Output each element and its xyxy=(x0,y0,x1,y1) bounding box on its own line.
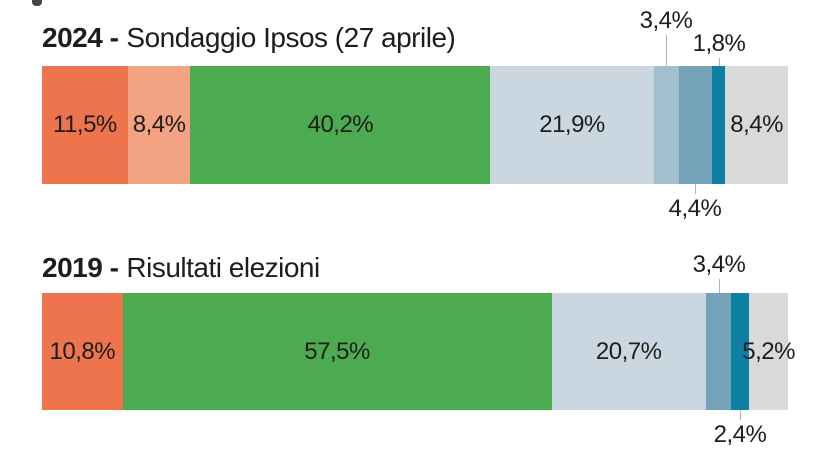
bar-segment: 10,8% xyxy=(42,293,123,410)
bar-segment: 40,2% xyxy=(190,66,491,184)
bar-segment xyxy=(705,293,732,410)
leader-line xyxy=(695,184,696,194)
callout-value-label: 2,4% xyxy=(713,421,767,448)
leader-line xyxy=(740,410,741,420)
bar-segment xyxy=(679,66,712,184)
segment-value-label: 8,4% xyxy=(730,111,783,138)
bar-segment xyxy=(653,66,680,184)
callout-value-label: 3,4% xyxy=(639,7,693,34)
segment-value-label: 5,2% xyxy=(742,337,795,365)
chart-title-2024: 2024 - Sondaggio Ipsos (27 aprile) xyxy=(42,22,456,54)
leader-line xyxy=(719,279,720,293)
stacked-bar-2024: 11,5% 8,4% 40,2% 21,9% 8,4% xyxy=(42,66,788,184)
bar-segment: 20,7% xyxy=(551,293,706,410)
stacked-bar-2019: 10,8% 57,5% 20,7% 5,2% xyxy=(42,293,795,410)
bar-segment xyxy=(731,293,750,410)
segment-value-label: 10,8% xyxy=(49,337,116,365)
bar-segment: 8,4% xyxy=(725,66,788,184)
chart-title-2024-year: 2024 - xyxy=(42,22,119,53)
segment-value-label: 21,9% xyxy=(539,111,605,138)
leader-line xyxy=(719,58,720,66)
leader-line xyxy=(666,35,667,66)
segment-value-label: 20,7% xyxy=(595,337,662,365)
segment-value-label: 8,4% xyxy=(132,111,186,138)
top-edge-artifact-mark xyxy=(32,0,42,6)
segment-value-label: 40,2% xyxy=(307,111,374,138)
bar-segment: 57,5% xyxy=(122,293,552,410)
chart-title-2024-text: Sondaggio Ipsos (27 aprile) xyxy=(126,22,456,53)
callout-value-label: 4,4% xyxy=(668,195,722,222)
bar-segment xyxy=(711,66,726,184)
bar-segment: 11,5% xyxy=(42,66,128,184)
callout-value-label: 1,8% xyxy=(692,30,746,57)
bar-segment: 21,9% xyxy=(490,66,654,184)
bar-segment: 5,2% xyxy=(742,293,795,410)
segment-value-label: 57,5% xyxy=(304,337,370,365)
chart-title-2019-year: 2019 - xyxy=(42,252,119,283)
segment-value-label: 11,5% xyxy=(53,111,117,138)
chart-title-2019: 2019 - Risultati elezioni xyxy=(42,252,320,284)
callout-value-label: 3,4% xyxy=(692,251,746,278)
bar-segment: 8,4% xyxy=(127,66,191,184)
chart-title-2019-text: Risultati elezioni xyxy=(126,252,320,283)
